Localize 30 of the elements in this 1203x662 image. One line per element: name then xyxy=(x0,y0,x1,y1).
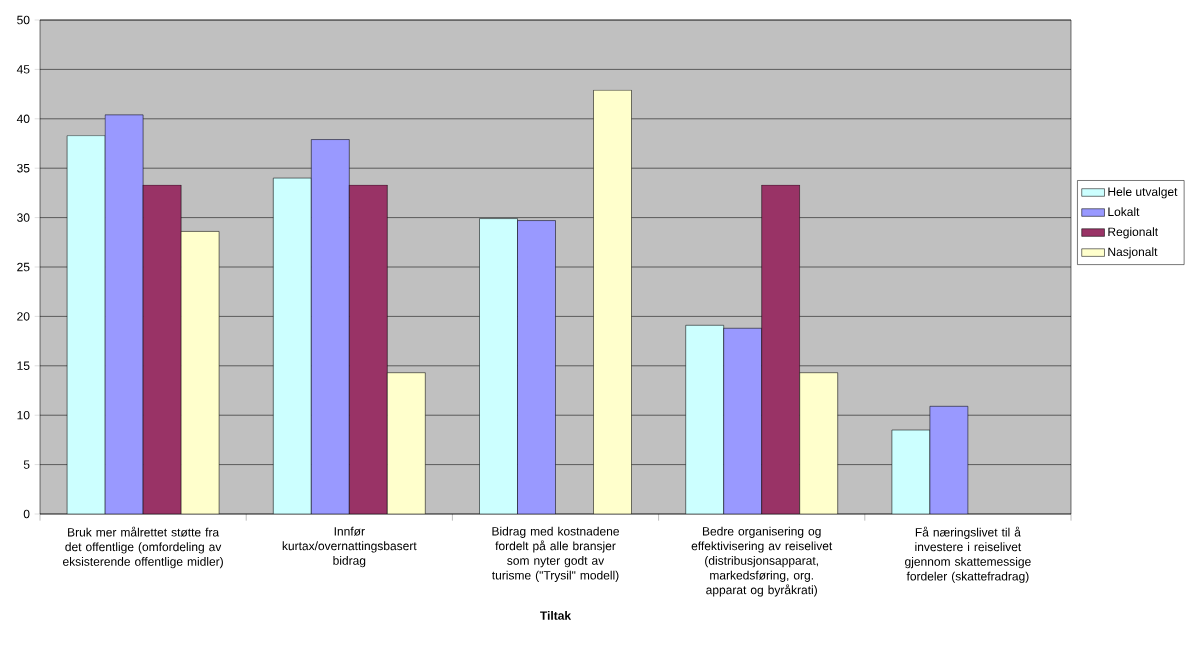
x-tick-label: Få næringslivet til å investere i reiselivet gjennom skattemessige fordeler (skattefradrag) xyxy=(905,526,1031,583)
bar xyxy=(685,325,724,514)
y-tick-label: 50 xyxy=(17,15,30,25)
bar xyxy=(799,372,838,514)
x-tick-label: Bidrag med kostnadene fordelt på alle bransjer som nyter godt av turisme ("Trysil" modell) xyxy=(491,526,619,582)
x-axis-title: Tiltak xyxy=(540,611,572,620)
x-tick-label: Bedre organisering og effektivisering av reiselivet (distribusjonsapparat, markedsføring, org. apparat og byråkrati) xyxy=(691,526,833,597)
y-tick-label: 40 xyxy=(16,114,30,124)
bar xyxy=(180,231,220,514)
bar xyxy=(479,218,518,514)
bar xyxy=(387,372,426,514)
x-tick-label: Bruk mer målrettet støtte fra det offentlige (omfordeling av eksisterende offentlige midler) xyxy=(63,526,223,569)
y-tick-label: 15 xyxy=(17,361,30,370)
y-tick-label: 25 xyxy=(17,262,30,272)
x-tick-label: Innfør kurtax/overnattingsbasert bidrag xyxy=(282,526,417,568)
legend-label: Lokalt xyxy=(1108,207,1140,216)
y-tick-label: 10 xyxy=(17,410,30,420)
legend-label: Nasjonalt xyxy=(1108,247,1158,259)
y-tick-label: 35 xyxy=(17,163,30,173)
bar xyxy=(593,89,632,514)
bar xyxy=(891,429,931,514)
y-tick-label: 45 xyxy=(16,65,30,74)
legend-label: Regionalt xyxy=(1108,227,1159,239)
bar xyxy=(273,177,312,514)
y-tick-label: 20 xyxy=(17,312,30,321)
y-tick-label: 5 xyxy=(23,460,30,469)
legend-label: Hele utvalget xyxy=(1108,187,1178,199)
y-tick-label: 0 xyxy=(23,509,30,519)
y-tick-label: 30 xyxy=(17,213,30,222)
bar xyxy=(66,135,106,514)
